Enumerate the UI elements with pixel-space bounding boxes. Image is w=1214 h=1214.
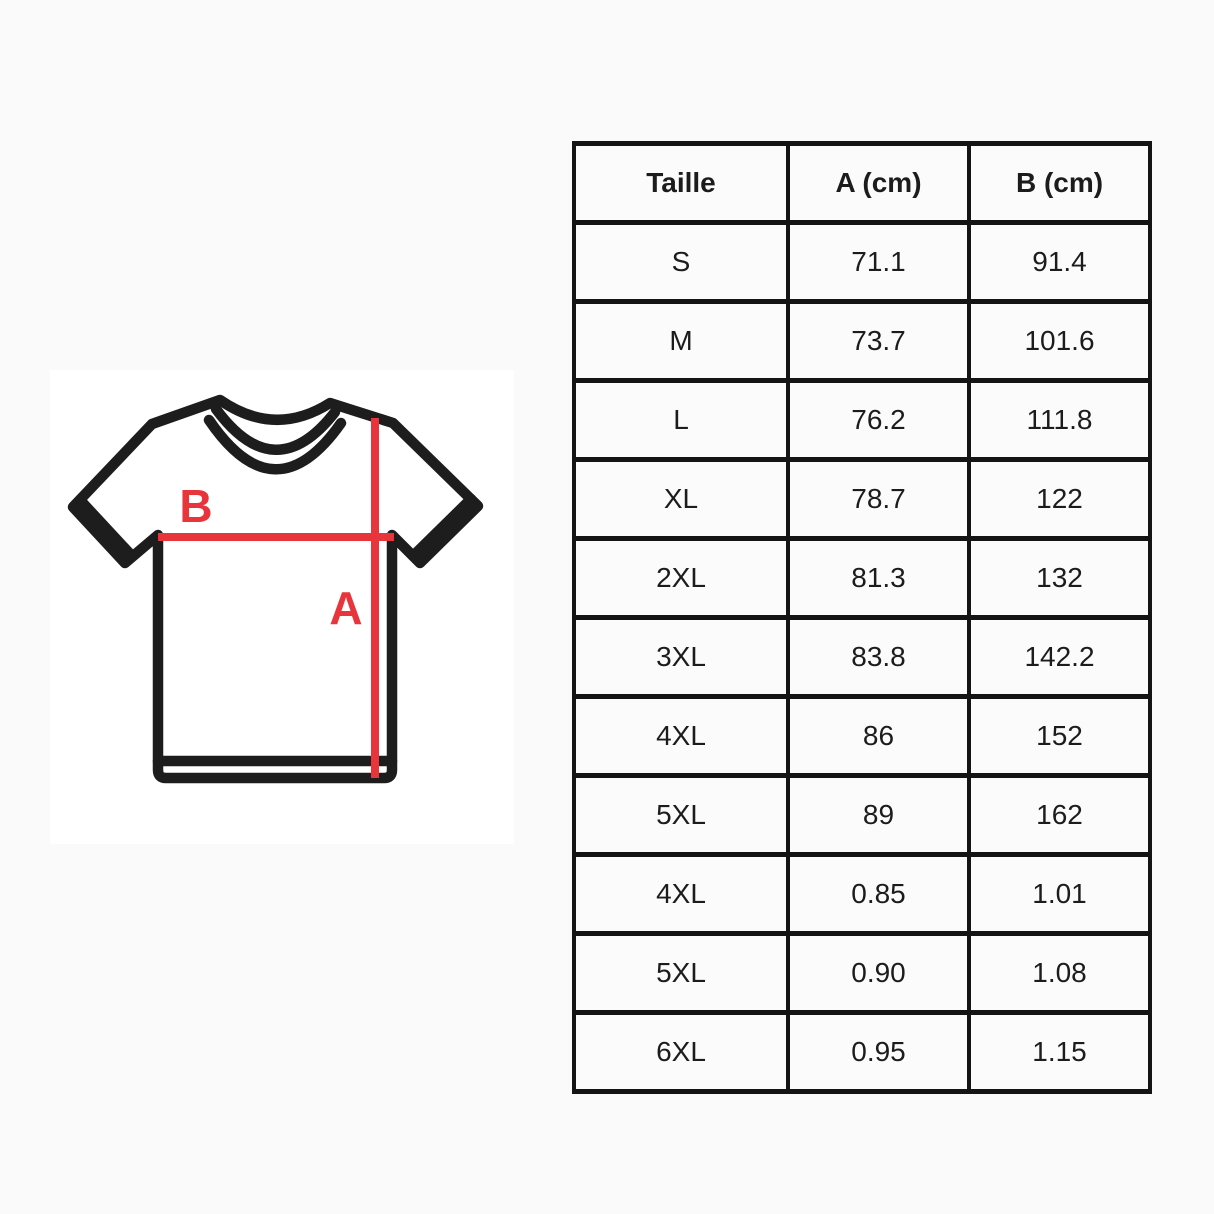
cell-size: L xyxy=(572,378,790,462)
collar-band-inner-arc xyxy=(203,414,347,475)
tshirt-outline-path xyxy=(67,394,484,784)
tshirt-measurement-diagram: B A xyxy=(67,394,484,784)
cell-size: 5XL xyxy=(572,931,790,1015)
cell-b-cm: 142.2 xyxy=(967,615,1152,699)
cell-size: M xyxy=(572,299,790,383)
table-row: XL 78.7 122 xyxy=(572,457,1152,541)
right-cuff-line xyxy=(407,493,477,562)
table-row: 5XL 0.90 1.08 xyxy=(572,931,1152,1015)
cell-b-cm: 132 xyxy=(967,536,1152,620)
cell-size: 5XL xyxy=(572,773,790,857)
table-row: L 76.2 111.8 xyxy=(572,378,1152,462)
cell-b-cm: 1.01 xyxy=(967,852,1152,936)
cell-a-cm: 0.85 xyxy=(786,852,971,936)
table-row: M 73.7 101.6 xyxy=(572,299,1152,383)
collar-band-outer-arc xyxy=(210,403,341,455)
cell-a-cm: 73.7 xyxy=(786,299,971,383)
cell-size: 4XL xyxy=(572,694,790,778)
label-b: B xyxy=(179,480,212,532)
cell-b-cm: 162 xyxy=(967,773,1152,857)
cell-size: 4XL xyxy=(572,852,790,936)
left-cuff-line xyxy=(74,494,138,562)
cell-b-cm: 101.6 xyxy=(967,299,1152,383)
cell-b-cm: 91.4 xyxy=(967,220,1152,304)
cell-a-cm: 0.95 xyxy=(786,1010,971,1094)
cell-b-cm: 111.8 xyxy=(967,378,1152,462)
cell-size: 3XL xyxy=(572,615,790,699)
table-row: S 71.1 91.4 xyxy=(572,220,1152,304)
header-b-cm: B (cm) xyxy=(967,141,1152,225)
cell-size: S xyxy=(572,220,790,304)
header-taille: Taille xyxy=(572,141,790,225)
cell-a-cm: 78.7 xyxy=(786,457,971,541)
table-row: 5XL 89 162 xyxy=(572,773,1152,857)
table-row: 4XL 86 152 xyxy=(572,694,1152,778)
header-a-cm: A (cm) xyxy=(786,141,971,225)
table-row: 3XL 83.8 142.2 xyxy=(572,615,1152,699)
cell-b-cm: 152 xyxy=(967,694,1152,778)
cell-a-cm: 86 xyxy=(786,694,971,778)
cell-size: XL xyxy=(572,457,790,541)
table-row: 6XL 0.95 1.15 xyxy=(572,1010,1152,1094)
table-header-row: Taille A (cm) B (cm) xyxy=(572,141,1152,225)
size-chart-table: Taille A (cm) B (cm) S 71.1 91.4 M 73.7 101.6… xyxy=(572,141,1152,1094)
table-row: 4XL 0.85 1.01 xyxy=(572,852,1152,936)
cell-a-cm: 83.8 xyxy=(786,615,971,699)
cell-b-cm: 1.08 xyxy=(967,931,1152,1015)
cell-a-cm: 71.1 xyxy=(786,220,971,304)
label-a: A xyxy=(329,582,362,634)
cell-b-cm: 122 xyxy=(967,457,1152,541)
cell-a-cm: 76.2 xyxy=(786,378,971,462)
table-body: S 71.1 91.4 M 73.7 101.6 L 76.2 111.8 XL 78.7 122 2X… xyxy=(572,220,1152,1094)
cell-b-cm: 1.15 xyxy=(967,1010,1152,1094)
tshirt-icon xyxy=(67,394,484,784)
table-row: 2XL 81.3 132 xyxy=(572,536,1152,620)
cell-a-cm: 81.3 xyxy=(786,536,971,620)
cell-a-cm: 0.90 xyxy=(786,931,971,1015)
cell-a-cm: 89 xyxy=(786,773,971,857)
cell-size: 2XL xyxy=(572,536,790,620)
cell-size: 6XL xyxy=(572,1010,790,1094)
